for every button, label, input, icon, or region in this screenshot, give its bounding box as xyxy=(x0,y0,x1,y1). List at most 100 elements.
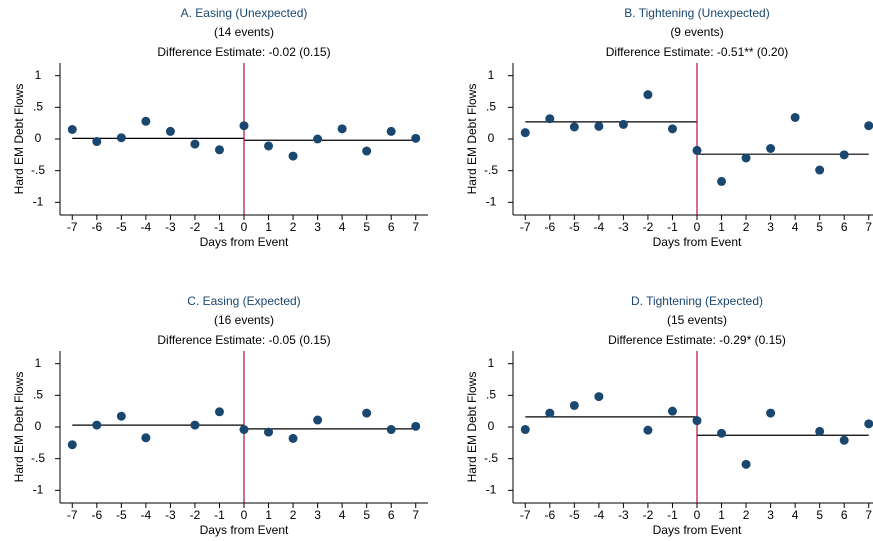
y-tick-label: .5 xyxy=(33,388,43,402)
data-point xyxy=(411,133,421,143)
chart-subtitle: (15 events) xyxy=(667,313,727,327)
data-point xyxy=(264,427,274,437)
x-tick-label: -1 xyxy=(214,508,225,522)
x-tick-label: -3 xyxy=(618,508,629,522)
data-point xyxy=(692,416,702,426)
data-point xyxy=(839,435,849,445)
x-tick-label: 4 xyxy=(792,508,799,522)
x-tick-label: 3 xyxy=(767,508,774,522)
data-point xyxy=(766,144,776,153)
y-tick-label: -1 xyxy=(486,483,497,497)
data-point xyxy=(214,145,224,155)
y-tick-label: 0 xyxy=(35,419,42,433)
data-point xyxy=(520,425,530,435)
x-tick-label: -7 xyxy=(520,220,531,234)
y-tick-label: 1 xyxy=(488,356,495,370)
y-tick-label: 0 xyxy=(488,419,495,433)
data-point xyxy=(692,145,702,155)
x-tick-label: -2 xyxy=(643,220,654,234)
data-point xyxy=(165,126,175,136)
annotation: Difference Estimate: -0.05 (0.15) xyxy=(157,333,330,347)
x-tick-label: -4 xyxy=(141,220,152,234)
y-tick-label: -1 xyxy=(33,195,44,209)
x-tick-label: 5 xyxy=(363,220,370,234)
data-point xyxy=(288,433,298,443)
y-tick-label: -.5 xyxy=(31,451,45,465)
data-point xyxy=(741,459,751,469)
x-tick-label: 2 xyxy=(743,508,750,522)
x-tick-label: 0 xyxy=(241,220,248,234)
x-tick-label: -7 xyxy=(67,508,78,522)
x-tick-label: 7 xyxy=(865,220,872,234)
x-tick-label: -6 xyxy=(544,508,555,522)
x-tick-label: 1 xyxy=(265,508,272,522)
x-tick-label: -6 xyxy=(544,220,555,234)
data-point xyxy=(190,420,200,430)
x-tick-label: 0 xyxy=(694,508,701,522)
x-tick-label: -1 xyxy=(214,220,225,234)
data-point xyxy=(92,420,102,430)
y-tick-label: -1 xyxy=(33,483,44,497)
x-axis-label: Days from Event xyxy=(200,235,289,249)
data-point xyxy=(839,150,849,160)
data-point xyxy=(569,122,579,132)
data-point xyxy=(643,90,653,100)
chart-title: B. Tightening (Unexpected) xyxy=(624,6,769,20)
chart-title: C. Easing (Expected) xyxy=(187,294,300,308)
x-tick-label: -4 xyxy=(141,508,152,522)
data-point xyxy=(116,133,126,143)
data-point xyxy=(594,392,604,402)
x-tick-label: -4 xyxy=(594,508,605,522)
data-point xyxy=(864,419,873,429)
data-point xyxy=(362,408,372,418)
x-tick-label: -7 xyxy=(67,220,78,234)
data-point xyxy=(618,119,628,129)
x-tick-label: -5 xyxy=(116,508,127,522)
x-tick-label: -2 xyxy=(643,508,654,522)
y-tick-label: 0 xyxy=(488,131,495,145)
x-tick-label: 6 xyxy=(841,220,848,234)
data-point xyxy=(864,121,873,131)
x-axis-label: Days from Event xyxy=(653,523,742,537)
y-tick-label: -1 xyxy=(486,195,497,209)
chart-title: D. Tightening (Expected) xyxy=(631,294,763,308)
x-tick-label: -3 xyxy=(618,220,629,234)
x-tick-label: 6 xyxy=(388,220,395,234)
data-point xyxy=(520,128,530,138)
annotation: Difference Estimate: -0.02 (0.15) xyxy=(157,45,330,59)
y-tick-label: .5 xyxy=(33,100,43,114)
chart-subtitle: (9 events) xyxy=(670,25,723,39)
data-point xyxy=(116,411,126,421)
y-tick-label: -.5 xyxy=(484,163,498,177)
data-point xyxy=(337,124,347,134)
data-point xyxy=(67,440,77,450)
data-point xyxy=(92,137,102,147)
data-point xyxy=(141,116,151,126)
x-tick-label: -3 xyxy=(165,220,176,234)
data-point xyxy=(815,426,825,436)
chart-subtitle: (14 events) xyxy=(214,25,274,39)
data-point xyxy=(264,141,274,151)
x-tick-label: 6 xyxy=(388,508,395,522)
data-point xyxy=(288,151,298,161)
annotation: Difference Estimate: -0.51** (0.20) xyxy=(606,45,789,59)
data-point xyxy=(386,126,396,136)
x-tick-label: -2 xyxy=(190,220,201,234)
x-tick-label: -2 xyxy=(190,508,201,522)
x-tick-label: 3 xyxy=(314,220,321,234)
x-tick-label: 2 xyxy=(743,220,750,234)
x-tick-label: 4 xyxy=(792,220,799,234)
data-point xyxy=(569,400,579,410)
chart-subtitle: (16 events) xyxy=(214,313,274,327)
y-tick-label: .5 xyxy=(486,388,496,402)
x-tick-label: -5 xyxy=(569,508,580,522)
x-tick-label: 5 xyxy=(363,508,370,522)
y-tick-label: -.5 xyxy=(31,163,45,177)
x-tick-label: -6 xyxy=(91,220,102,234)
x-tick-label: 1 xyxy=(265,220,272,234)
annotation: Difference Estimate: -0.29* (0.15) xyxy=(608,333,786,347)
y-tick-label: .5 xyxy=(486,100,496,114)
data-point xyxy=(386,425,396,435)
data-point xyxy=(141,433,151,443)
